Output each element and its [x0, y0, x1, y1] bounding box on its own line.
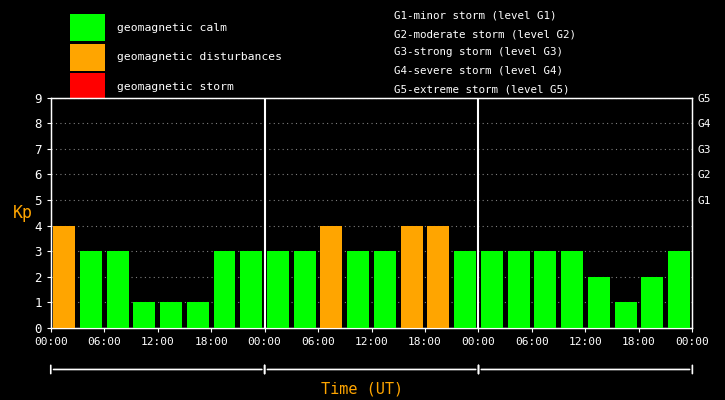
Bar: [133, 302, 155, 328]
Y-axis label: Kp: Kp: [13, 204, 33, 222]
Text: G5-extreme storm (level G5): G5-extreme storm (level G5): [394, 84, 570, 94]
Bar: [267, 251, 289, 328]
Bar: [401, 226, 423, 328]
FancyBboxPatch shape: [70, 74, 105, 100]
Bar: [454, 251, 476, 328]
Text: G4-severe storm (level G4): G4-severe storm (level G4): [394, 66, 563, 76]
Bar: [214, 251, 236, 328]
Text: geomagnetic storm: geomagnetic storm: [117, 82, 233, 92]
Bar: [240, 251, 262, 328]
Bar: [615, 302, 637, 328]
Bar: [80, 251, 102, 328]
Bar: [428, 226, 450, 328]
FancyBboxPatch shape: [70, 44, 105, 71]
Bar: [374, 251, 396, 328]
Text: G2-moderate storm (level G2): G2-moderate storm (level G2): [394, 29, 576, 39]
Bar: [507, 251, 529, 328]
Bar: [642, 277, 663, 328]
FancyBboxPatch shape: [70, 14, 105, 41]
Text: geomagnetic calm: geomagnetic calm: [117, 23, 227, 33]
Bar: [187, 302, 209, 328]
Bar: [347, 251, 369, 328]
Bar: [320, 226, 342, 328]
Text: Time (UT): Time (UT): [321, 381, 404, 396]
Text: geomagnetic disturbances: geomagnetic disturbances: [117, 52, 282, 62]
Text: G3-strong storm (level G3): G3-strong storm (level G3): [394, 48, 563, 58]
Bar: [481, 251, 503, 328]
Bar: [534, 251, 556, 328]
Text: G1-minor storm (level G1): G1-minor storm (level G1): [394, 11, 557, 21]
Bar: [668, 251, 690, 328]
Bar: [561, 251, 583, 328]
Bar: [160, 302, 182, 328]
Bar: [107, 251, 128, 328]
Bar: [53, 226, 75, 328]
Bar: [294, 251, 315, 328]
Bar: [588, 277, 610, 328]
